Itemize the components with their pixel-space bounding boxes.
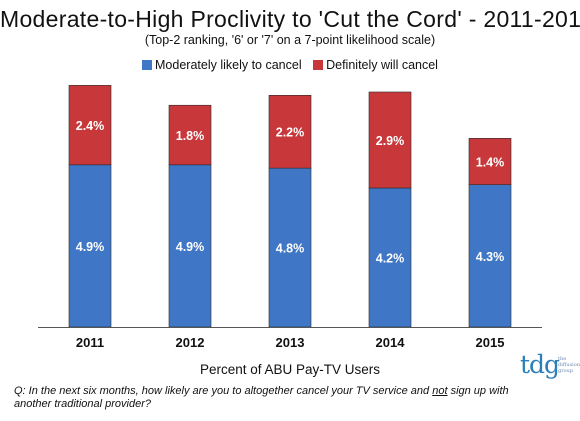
data-label-definitely-2012: 1.8% [176,129,205,143]
data-label-moderately-2013: 4.8% [276,242,305,256]
bar-definitely-2011 [68,85,112,166]
data-label-moderately-2014: 4.2% [376,251,405,265]
bar-definitely-2013 [268,95,312,169]
logo-tagline: the diffusion group [558,356,580,374]
x-tick-label-2011: 2011 [76,335,104,350]
x-axis-label: Percent of ABU Pay-TV Users [199,362,381,377]
legend-item-moderately: Moderately likely to cancel [142,58,302,72]
legend-label-definitely: Definitely will cancel [326,58,438,72]
bar-moderately-2015 [468,184,512,328]
legend-swatch-definitely [313,60,324,70]
legend-label-moderately: Moderately likely to cancel [155,58,302,72]
bar-definitely-2014 [368,91,412,189]
data-label-definitely-2013: 2.2% [276,126,305,140]
x-tick-label-2015: 2015 [476,335,505,350]
logo-mark: tdg [520,350,560,379]
legend-swatch-moderately [142,60,153,70]
legend-item-definitely: Definitely will cancel [313,58,438,72]
tdg-logo: tdg the diffusion group [520,350,580,384]
bar-definitely-2012 [168,104,212,166]
data-label-moderately-2012: 4.9% [176,240,205,254]
chart-subtitle: (Top-2 ranking, '6' or '7' on a 7-point … [144,33,436,47]
chart-legend: Moderately likely to cancel Definitely w… [0,58,580,72]
x-tick-label-2012: 2012 [176,335,205,350]
bar-definitely-2015 [468,138,512,185]
data-label-definitely-2014: 2.9% [376,134,405,148]
bar-moderately-2012 [168,164,212,328]
data-label-definitely-2011: 2.4% [76,119,105,133]
data-label-definitely-2015: 1.4% [476,156,505,170]
x-tick-label-2014: 2014 [376,335,406,350]
chart-title: Moderate-to-High Proclivity to 'Cut the … [0,6,580,32]
data-label-moderately-2015: 4.3% [476,250,505,264]
x-tick-label-2013: 2013 [276,335,305,350]
survey-question-footnote: Q: In the next six months, how likely ar… [14,385,509,410]
data-label-moderately-2011: 4.9% [76,240,105,254]
